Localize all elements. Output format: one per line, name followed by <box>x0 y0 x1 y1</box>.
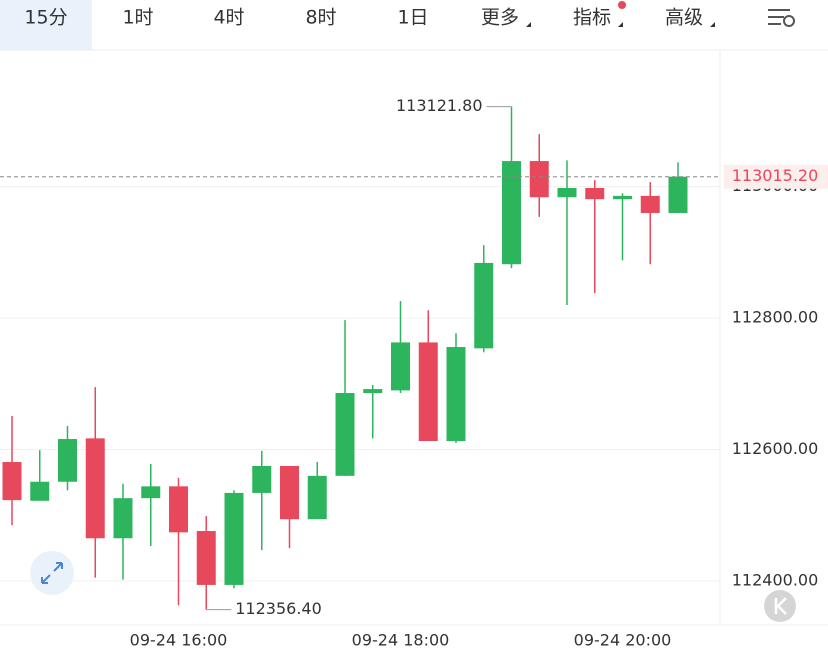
tab[interactable]: 1日 <box>397 7 428 29</box>
expand-button[interactable] <box>30 551 74 595</box>
tab-bar <box>0 0 828 50</box>
candle-body <box>30 481 50 501</box>
back-button[interactable] <box>764 590 796 622</box>
candle-body <box>529 161 549 198</box>
y-tick-label: 112600.00 <box>732 439 819 458</box>
tab[interactable]: 8时 <box>305 7 336 29</box>
candle-body <box>474 262 494 349</box>
annotation: 113121.80 <box>396 96 483 115</box>
active-tab-bg <box>0 0 92 50</box>
candle-body <box>58 439 77 482</box>
tab[interactable]: 15分 <box>24 7 67 29</box>
tab[interactable]: 高级 <box>665 7 703 29</box>
candle-body <box>668 176 688 213</box>
candle-body <box>280 465 299 520</box>
candle-body <box>113 498 133 539</box>
candle-body <box>196 531 216 585</box>
x-tick-label: 09-24 20:00 <box>574 631 672 650</box>
tab[interactable]: 4时 <box>213 7 244 29</box>
tab[interactable]: 指标 <box>573 7 611 29</box>
candle-body <box>613 195 632 200</box>
x-tick-label: 09-24 16:00 <box>130 631 228 650</box>
y-tick-label: 112800.00 <box>732 308 819 327</box>
candle-body <box>141 486 161 499</box>
notify-dot <box>618 1 626 9</box>
candle-body <box>585 188 605 200</box>
settings-icon[interactable] <box>768 9 795 27</box>
tab[interactable]: 更多 <box>481 7 519 29</box>
candle-body <box>335 393 355 476</box>
candle-body <box>640 195 660 213</box>
annotation: 112356.40 <box>235 599 322 618</box>
candle-body <box>363 389 383 394</box>
candle-body <box>252 465 272 493</box>
candle-body <box>2 462 22 501</box>
x-tick-label: 09-24 18:00 <box>352 631 450 650</box>
candle-body <box>169 486 188 533</box>
tab[interactable]: 1时 <box>122 7 153 29</box>
y-tick-label: 112400.00 <box>732 570 819 589</box>
last-price-label: 113015.20 <box>732 166 819 185</box>
candle-body <box>85 438 105 539</box>
candle-body <box>557 188 577 198</box>
candle-body <box>502 161 521 265</box>
last-price-box <box>724 164 828 189</box>
candle-body <box>307 475 327 520</box>
candle-body <box>446 347 466 441</box>
candle-body <box>391 342 410 391</box>
candle-body <box>418 342 438 441</box>
dropdown-arrows <box>526 22 715 27</box>
candle-body <box>224 492 244 585</box>
